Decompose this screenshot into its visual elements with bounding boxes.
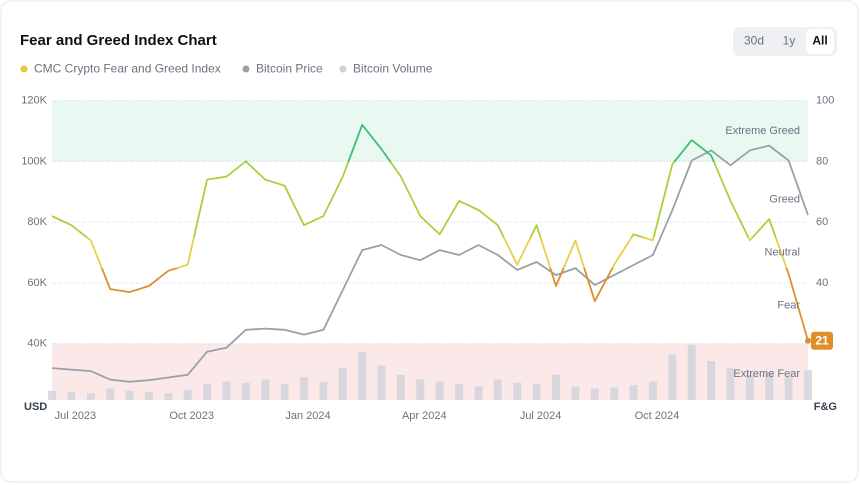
- volume-bar: [474, 386, 483, 400]
- volume-bar: [590, 388, 599, 400]
- volume-bar: [765, 372, 774, 400]
- y2-tick-label: 100: [816, 95, 834, 107]
- volume-bar: [48, 390, 56, 400]
- volume-bar: [338, 367, 347, 400]
- volume-bar: [435, 381, 444, 400]
- last-point: [805, 337, 811, 344]
- volume-bar: [648, 381, 657, 400]
- volume-bar: [552, 374, 560, 400]
- volume-bar: [493, 379, 502, 400]
- range-button-label[interactable]: All: [812, 34, 827, 48]
- volume-bar: [300, 377, 308, 400]
- x-tick-label: Jul 2023: [55, 410, 97, 422]
- x-tick-label: Oct 2024: [635, 410, 680, 422]
- volume-bar: [222, 381, 231, 400]
- zone-band: [52, 343, 808, 400]
- y-axis-label: USD: [24, 401, 47, 413]
- zone-label: Extreme Fear: [733, 368, 800, 380]
- legend-label[interactable]: Bitcoin Volume: [353, 62, 433, 76]
- x-tick-label: Jan 2024: [285, 410, 330, 422]
- volume-bar: [571, 386, 580, 400]
- legend-marker: [339, 65, 347, 73]
- volume-bar: [144, 391, 153, 400]
- volume-bar: [513, 382, 522, 400]
- range-button-label[interactable]: 1y: [783, 34, 796, 48]
- volume-bar: [125, 390, 134, 400]
- zone-label: Greed: [769, 193, 800, 205]
- range-button[interactable]: [806, 29, 834, 54]
- legend-label[interactable]: Bitcoin Price: [256, 62, 323, 76]
- volume-bar: [629, 385, 638, 400]
- value-badge-label: 21: [815, 333, 829, 347]
- volume-bar: [726, 367, 735, 400]
- volume-bar: [241, 382, 250, 400]
- volume-bar: [358, 351, 367, 400]
- y2-tick-label: 80: [816, 155, 828, 167]
- volume-bar: [203, 383, 212, 400]
- volume-bar: [261, 379, 270, 400]
- volume-bar: [280, 383, 289, 400]
- volume-bar: [532, 383, 541, 400]
- volume-bar: [416, 379, 425, 400]
- price-line: [51, 144, 809, 383]
- volume-bar: [745, 374, 754, 400]
- volume-bar: [784, 377, 793, 400]
- x-tick-label: Apr 2024: [402, 410, 447, 422]
- legend-marker: [242, 65, 250, 73]
- zone-label: Fear: [777, 300, 800, 312]
- volume-bar: [377, 365, 386, 400]
- volume-bar: [183, 389, 192, 400]
- volume-bar: [610, 387, 619, 400]
- volume-bar: [164, 393, 173, 400]
- y2-tick-label: 60: [816, 216, 828, 228]
- volume-bar: [86, 393, 95, 400]
- volume-bar: [106, 388, 115, 400]
- chart-title: Fear and Greed Index Chart: [20, 32, 217, 49]
- range-button-label[interactable]: 30d: [744, 34, 764, 48]
- volume-bar: [455, 383, 464, 400]
- y-tick-label: 120K: [21, 95, 47, 107]
- y2-axis-label: F&G: [814, 401, 837, 413]
- y-tick-label: 80K: [27, 216, 47, 228]
- y-tick-label: 60K: [27, 277, 47, 289]
- x-tick-label: Oct 2023: [169, 410, 214, 422]
- volume-bar: [67, 391, 76, 400]
- volume-bar: [687, 345, 696, 400]
- zone-label: Extreme Greed: [725, 125, 800, 137]
- volume-bar: [396, 374, 405, 400]
- legend-label[interactable]: CMC Crypto Fear and Greed Index: [34, 62, 221, 76]
- volume-bar: [707, 361, 716, 400]
- fear-greed-line: [51, 124, 809, 341]
- y2-tick-label: 40: [816, 277, 828, 289]
- zone-label: Neutral: [765, 246, 800, 258]
- y-tick-label: 40K: [27, 338, 47, 350]
- volume-bar: [319, 381, 328, 400]
- volume-bar: [668, 354, 677, 400]
- value-badge: [811, 331, 833, 350]
- x-tick-label: Jul 2024: [520, 410, 562, 422]
- legend-marker: [20, 65, 28, 73]
- volume-bar: [804, 370, 812, 400]
- zone-band: [52, 100, 808, 162]
- y-tick-label: 100K: [21, 155, 47, 167]
